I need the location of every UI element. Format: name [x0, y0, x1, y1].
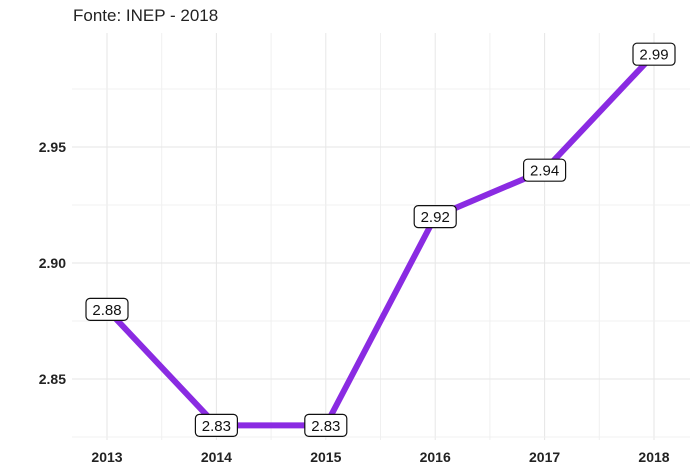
- data-label-box: [85, 297, 129, 321]
- data-label: 2.92: [413, 205, 457, 229]
- series-line: [104, 52, 657, 429]
- x-tick-label: 2016: [420, 449, 451, 465]
- y-tick-label: 2.85: [39, 371, 66, 387]
- data-label-text: 2.88: [92, 302, 121, 319]
- y-tick-label: 2.90: [39, 255, 66, 271]
- data-label-box: [194, 413, 238, 437]
- x-tick-label: 2017: [529, 449, 560, 465]
- data-label-box: [632, 42, 676, 66]
- data-label-text: 2.92: [421, 209, 450, 226]
- data-label-box: [413, 205, 457, 229]
- data-label: 2.83: [304, 413, 348, 437]
- chart-caption: Fonte: INEP - 2018: [73, 6, 218, 25]
- data-label: 2.99: [632, 42, 676, 66]
- x-tick-label: 2014: [201, 449, 232, 465]
- data-label-text: 2.83: [202, 418, 231, 435]
- data-labels: 2.88 2.83 2.83 2.92 2.94 2.99: [85, 42, 676, 437]
- data-label-text: 2.83: [311, 418, 340, 435]
- x-axis-ticks: 2013 2014 2015 2016 2017 2018: [91, 449, 669, 465]
- data-label: 2.83: [194, 413, 238, 437]
- data-label-text: 2.99: [639, 47, 668, 64]
- y-axis-ticks: 2.85 2.90 2.95: [39, 139, 66, 387]
- data-label-box: [522, 158, 567, 182]
- data-label: 2.88: [85, 297, 129, 321]
- x-tick-label: 2013: [91, 449, 122, 465]
- x-tick-label: 2018: [638, 449, 669, 465]
- data-label-box: [304, 413, 348, 437]
- grid: [72, 33, 690, 440]
- x-tick-label: 2015: [310, 449, 341, 465]
- y-tick-label: 2.95: [39, 139, 66, 155]
- data-label-text: 2.94: [530, 163, 559, 180]
- data-label: 2.94: [522, 158, 567, 182]
